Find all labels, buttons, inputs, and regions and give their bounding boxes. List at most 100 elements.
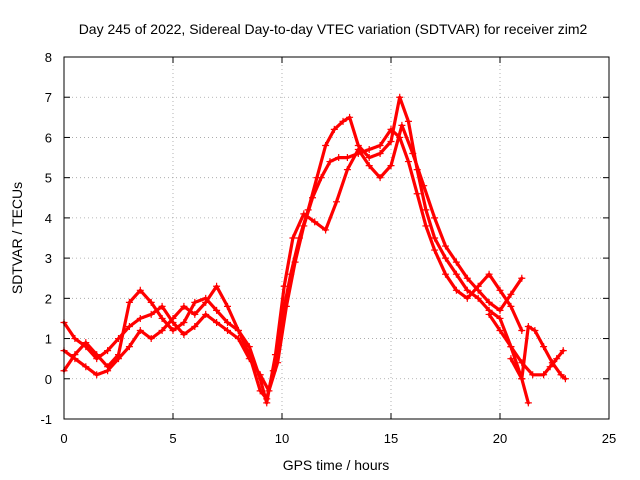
data-point [282, 302, 290, 310]
data-point [561, 375, 569, 383]
data-point [93, 371, 101, 379]
data-point [180, 318, 188, 326]
data-point [82, 339, 90, 347]
data-point [452, 286, 460, 294]
x-tick-label: 0 [60, 431, 67, 446]
data-point [463, 286, 471, 294]
data-point [234, 335, 242, 343]
data-point [213, 282, 221, 290]
data-point [213, 318, 221, 326]
x-tick-label: 20 [493, 431, 507, 446]
data-point [376, 141, 384, 149]
data-point [496, 286, 504, 294]
series-track-3 [60, 121, 526, 407]
data-point [343, 154, 351, 162]
series-trace [509, 324, 568, 381]
plot-frame [63, 56, 610, 420]
y-tick-label: 4 [45, 211, 52, 226]
data-point [404, 158, 412, 166]
data-point [387, 162, 395, 170]
data-point [125, 343, 133, 351]
data-point [322, 141, 330, 149]
data-point [354, 146, 362, 154]
data-point [339, 117, 347, 125]
data-point [404, 117, 412, 125]
data-point [180, 302, 188, 310]
data-point [125, 322, 133, 330]
series-track-4 [485, 310, 567, 379]
x-tick-label: 25 [602, 431, 616, 446]
data-point [442, 270, 449, 278]
data-point [396, 93, 404, 101]
axis-ticks [63, 56, 610, 420]
chart-title: Day 245 of 2022, Sidereal Day-to-day VTE… [79, 21, 588, 37]
data-point [136, 286, 144, 294]
data-point [365, 154, 373, 162]
data-point [224, 302, 231, 310]
data-point [82, 363, 90, 371]
y-tick-label: -1 [40, 412, 52, 427]
data-point [115, 351, 122, 359]
data-point [365, 162, 373, 170]
data-point [413, 190, 421, 198]
data-point [518, 274, 526, 282]
data-point [213, 306, 221, 314]
data-point [524, 322, 532, 330]
y-tick-label: 5 [45, 171, 52, 186]
data-point [309, 194, 317, 202]
data-point [191, 322, 199, 330]
series-track-5 [507, 322, 569, 383]
data-point [202, 294, 210, 302]
y-tick-label: 7 [45, 90, 52, 105]
y-axis-tick-labels: -1 0 1 2 3 4 5 6 7 8 [40, 50, 52, 427]
y-tick-label: 8 [45, 50, 52, 65]
data-point [518, 327, 526, 335]
data-point [169, 318, 177, 326]
data-point [180, 331, 188, 339]
data-point [147, 298, 155, 306]
data-point [343, 166, 351, 174]
data-point [507, 355, 515, 363]
series-trace [62, 95, 530, 405]
series-trace [62, 127, 524, 393]
data-point [104, 363, 112, 371]
data-point [376, 150, 384, 158]
data-point [507, 290, 515, 298]
data-point [245, 355, 253, 363]
data-point [300, 210, 308, 218]
data-point [507, 302, 515, 310]
series-trace [62, 123, 524, 405]
data-point [333, 198, 340, 206]
data-point [557, 371, 565, 379]
data-point [529, 371, 537, 379]
data-point [387, 125, 395, 133]
data-point [540, 371, 548, 379]
data-point [409, 150, 417, 158]
y-tick-label: 1 [45, 332, 52, 347]
data-point [431, 246, 439, 254]
data-point [431, 234, 439, 242]
y-tick-label: 3 [45, 251, 52, 266]
y-tick-label: 0 [45, 372, 52, 387]
data-point [234, 327, 242, 335]
y-axis-label: SDTVAR / TECUs [9, 182, 25, 294]
data-point [191, 298, 199, 306]
data-point [147, 310, 155, 318]
data-point [280, 282, 288, 290]
data-point [485, 270, 493, 278]
data-point [548, 359, 556, 367]
data-point [289, 234, 297, 242]
x-tick-label: 5 [169, 431, 176, 446]
data-point [147, 335, 155, 343]
data-point [474, 286, 482, 294]
data-point [463, 274, 471, 282]
x-axis-tick-labels: 0 5 10 15 20 25 [60, 431, 616, 446]
data-point [452, 258, 460, 266]
data-point [263, 399, 271, 407]
data-point [376, 174, 384, 182]
data-point [326, 158, 334, 166]
data-point [398, 121, 406, 129]
data-point [420, 182, 428, 190]
data-point [271, 351, 279, 359]
data-point [496, 327, 504, 335]
